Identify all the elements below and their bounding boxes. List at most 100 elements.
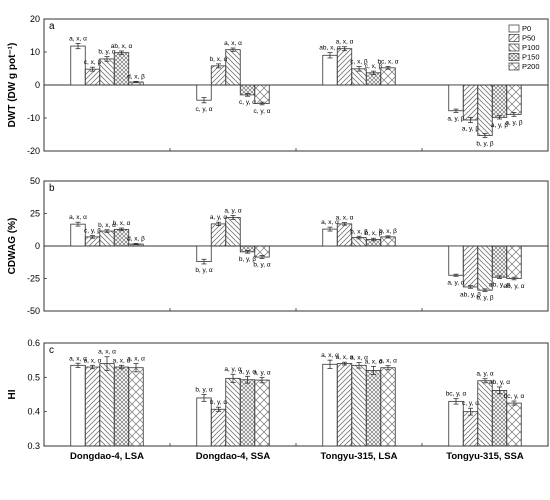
bar-data-label: d, x, β	[127, 235, 145, 242]
bar-p50	[462, 84, 479, 121]
bar-data-label: b, x, β	[379, 228, 397, 235]
y-tick-label: -50	[27, 306, 40, 316]
bar-data-label: c, x, β	[84, 59, 102, 66]
bar-p200	[254, 84, 270, 104]
bar-data-label: a, y, α	[224, 207, 242, 214]
bar-p0	[322, 228, 338, 247]
y-tick-label: -10	[27, 113, 40, 123]
bar-data-label: a, y, α	[447, 279, 465, 286]
bar-data-label: c, y, α	[239, 99, 256, 106]
bar-data-label: b, y, β	[239, 256, 257, 263]
bar-data-label: a, y, α	[210, 214, 228, 221]
bar-data-label: a, y, β	[505, 119, 523, 126]
bar-data-label: a, x, α	[69, 355, 87, 362]
bar-p0	[448, 84, 464, 112]
bar-p100	[225, 216, 241, 247]
bar-data-label: b, y, α	[253, 262, 271, 269]
category-label: Tongyu-315, LSA	[321, 451, 398, 462]
legend-label: P150	[522, 53, 540, 62]
bar-p50	[462, 411, 479, 447]
bar-p200	[506, 245, 522, 279]
bar-data-label: b, x, β	[365, 230, 383, 237]
y-tick-label: 50	[30, 176, 40, 186]
bar-p100	[99, 58, 115, 86]
bar-data-label: a, y, α	[253, 369, 271, 376]
bar-p50	[336, 48, 353, 86]
bar-data-label: a, y, α	[224, 366, 242, 373]
bar-p50	[210, 408, 227, 447]
y-tick-label: 10	[30, 47, 40, 57]
y-tick-label: 0.5	[27, 372, 40, 382]
bar-data-label: b, x, α	[210, 56, 228, 63]
y-axis-title: CDWAG (%)	[7, 218, 18, 275]
bar-p200	[380, 367, 396, 447]
y-tick-label: -25	[27, 274, 40, 284]
bar-data-label: a, x, α	[321, 219, 339, 226]
bar-p200	[128, 367, 144, 447]
category-label: Tongyu-315, SSA	[446, 451, 524, 462]
bar-p150	[491, 84, 508, 118]
bar-data-label: bc, y, α	[504, 393, 525, 400]
bar-p100	[351, 364, 367, 447]
bar-data-label: ab, y, α	[489, 282, 510, 289]
bar-p200	[506, 402, 522, 447]
bar-p0	[448, 400, 464, 447]
legend-swatch-p200	[508, 62, 520, 71]
bar-data-label: b, y, β	[476, 140, 494, 147]
bar-data-label: b, y, α	[210, 399, 228, 406]
bar-data-label: b, x, β	[350, 228, 368, 235]
bar-data-label: a, x, α	[336, 39, 354, 46]
y-tick-label: 25	[30, 209, 40, 219]
panel-label: b	[49, 183, 55, 194]
bar-p50	[462, 245, 479, 288]
bar-data-label: a, x, α	[379, 358, 397, 365]
bar-data-label: b, y, α	[195, 387, 213, 394]
bar-data-label: b, x, α	[98, 222, 116, 229]
legend-swatch-p150	[508, 53, 520, 61]
legend-label: P0	[522, 24, 531, 33]
bar-data-label: a, y, β	[491, 122, 509, 129]
bar-data-label: a, x, α	[69, 214, 87, 221]
panel-label: a	[49, 21, 55, 32]
bar-p200	[506, 84, 522, 115]
category-label: Dongdao-4, LSA	[70, 451, 144, 462]
bar-data-label: c, y, α	[254, 108, 271, 115]
bar-p150	[491, 245, 508, 278]
bar-data-label: c, y, α	[196, 106, 213, 113]
legend-swatch-p0	[508, 24, 520, 33]
bar-p50	[84, 366, 101, 447]
y-tick-label: 0.3	[27, 441, 40, 451]
bar-data-label: a, x, α	[98, 349, 116, 356]
bar-p100	[225, 49, 241, 86]
bar-data-label: c, y, β	[84, 228, 101, 235]
bar-data-label: c, x, β	[350, 59, 368, 66]
bar-p150	[239, 379, 256, 447]
bar-data-label: a, x, α	[336, 354, 354, 361]
bar-data-label: a, y, β	[447, 115, 465, 122]
bar-p100	[477, 380, 493, 447]
bar-data-label: ab, y, α	[504, 283, 525, 290]
y-tick-label: -20	[27, 146, 40, 156]
bar-data-label: bc, y, α	[446, 391, 467, 398]
bar-data-label: a, x, α	[69, 35, 87, 42]
bar-p200	[254, 379, 270, 447]
bar-data-label: a, x, α	[336, 215, 354, 222]
legend-swatch-p100	[508, 43, 520, 52]
y-tick-label: 0	[35, 80, 40, 90]
bar-p100	[225, 377, 241, 447]
bar-data-label: a, x, α	[365, 358, 383, 365]
bar-p0	[322, 363, 338, 447]
bar-data-label: a, x, α	[113, 357, 131, 364]
bar-data-label: c, y, α	[462, 400, 479, 407]
bar-p100	[99, 230, 115, 247]
bar-data-label: c, x, β	[365, 63, 383, 70]
y-tick-label: 0.6	[27, 338, 40, 348]
bar-data-label: b, x, α	[113, 220, 131, 227]
bar-data-label: ab, x, α	[319, 45, 341, 52]
y-axis-title: DWT (DW g pot⁻¹)	[7, 43, 18, 128]
bar-data-label: a, y, β	[462, 126, 480, 133]
